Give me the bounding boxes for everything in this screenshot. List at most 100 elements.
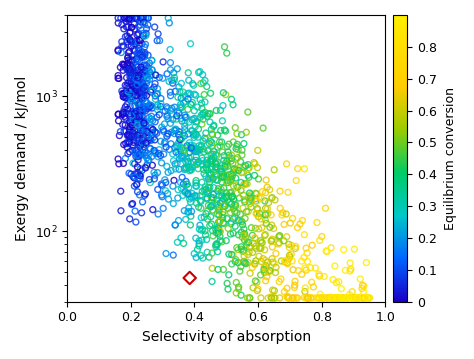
- Point: [173, 160, 181, 166]
- Point: [125, 15, 133, 21]
- Point: [280, 238, 288, 244]
- Point: [154, 38, 161, 43]
- Point: [134, 64, 142, 70]
- Point: [114, 47, 122, 53]
- Point: [122, 128, 129, 134]
- Point: [192, 183, 200, 188]
- Point: [244, 209, 252, 214]
- Point: [187, 142, 195, 148]
- Point: [128, 113, 136, 119]
- Point: [144, 76, 151, 81]
- Point: [197, 227, 205, 233]
- Point: [335, 295, 342, 301]
- Point: [134, 120, 141, 126]
- Point: [208, 250, 216, 256]
- Point: [212, 160, 220, 166]
- Point: [190, 159, 197, 165]
- Point: [294, 295, 301, 301]
- Point: [184, 158, 192, 164]
- Point: [248, 265, 256, 270]
- Point: [207, 164, 215, 170]
- Point: [313, 295, 321, 301]
- Point: [201, 171, 208, 177]
- Point: [206, 179, 213, 185]
- Point: [231, 125, 239, 131]
- Point: [359, 282, 366, 288]
- Point: [268, 236, 276, 242]
- Point: [123, 33, 131, 39]
- Point: [146, 104, 154, 110]
- Point: [214, 267, 222, 272]
- Point: [158, 182, 166, 188]
- Point: [212, 177, 219, 182]
- Point: [231, 223, 239, 229]
- Point: [148, 58, 155, 64]
- Point: [340, 247, 347, 252]
- Point: [262, 190, 269, 195]
- Point: [284, 190, 292, 195]
- Point: [365, 295, 373, 301]
- Point: [219, 220, 227, 225]
- Point: [126, 65, 133, 71]
- Point: [184, 131, 192, 137]
- Point: [226, 190, 234, 196]
- Point: [163, 134, 171, 139]
- Point: [148, 88, 156, 94]
- Point: [180, 130, 187, 136]
- Point: [126, 74, 134, 80]
- Point: [337, 286, 345, 292]
- Point: [228, 190, 235, 195]
- Point: [129, 57, 137, 63]
- Point: [152, 72, 159, 78]
- Point: [252, 243, 260, 249]
- Point: [145, 15, 152, 21]
- Point: [172, 89, 179, 94]
- Point: [283, 234, 291, 240]
- Point: [135, 102, 142, 107]
- Point: [134, 48, 142, 54]
- Point: [204, 147, 212, 153]
- Point: [214, 132, 221, 138]
- Point: [283, 161, 291, 167]
- Point: [130, 111, 138, 117]
- Point: [283, 260, 291, 265]
- Point: [140, 92, 148, 98]
- Point: [140, 15, 147, 21]
- Point: [139, 89, 147, 95]
- Point: [134, 57, 142, 63]
- Point: [137, 77, 145, 83]
- Point: [257, 245, 264, 251]
- Point: [195, 70, 202, 75]
- Point: [133, 15, 140, 21]
- Point: [272, 270, 279, 275]
- Point: [149, 118, 156, 123]
- Point: [266, 187, 273, 192]
- Point: [242, 163, 249, 168]
- Point: [134, 75, 142, 80]
- Point: [218, 169, 226, 174]
- Point: [139, 65, 146, 70]
- Point: [182, 188, 189, 194]
- Point: [124, 55, 131, 61]
- Point: [137, 64, 145, 70]
- Point: [233, 245, 240, 251]
- Point: [303, 250, 311, 256]
- Point: [181, 133, 189, 139]
- Point: [123, 144, 131, 150]
- Point: [246, 295, 253, 301]
- Point: [219, 267, 227, 272]
- Point: [214, 178, 221, 183]
- Point: [304, 295, 312, 301]
- Point: [194, 247, 201, 252]
- Point: [131, 15, 139, 21]
- Point: [140, 63, 147, 69]
- Point: [243, 129, 250, 135]
- Point: [157, 139, 164, 144]
- Point: [188, 167, 195, 173]
- Point: [131, 15, 138, 21]
- Point: [202, 130, 210, 136]
- Point: [136, 112, 144, 118]
- Point: [362, 295, 370, 301]
- Point: [175, 218, 182, 223]
- Point: [237, 187, 245, 193]
